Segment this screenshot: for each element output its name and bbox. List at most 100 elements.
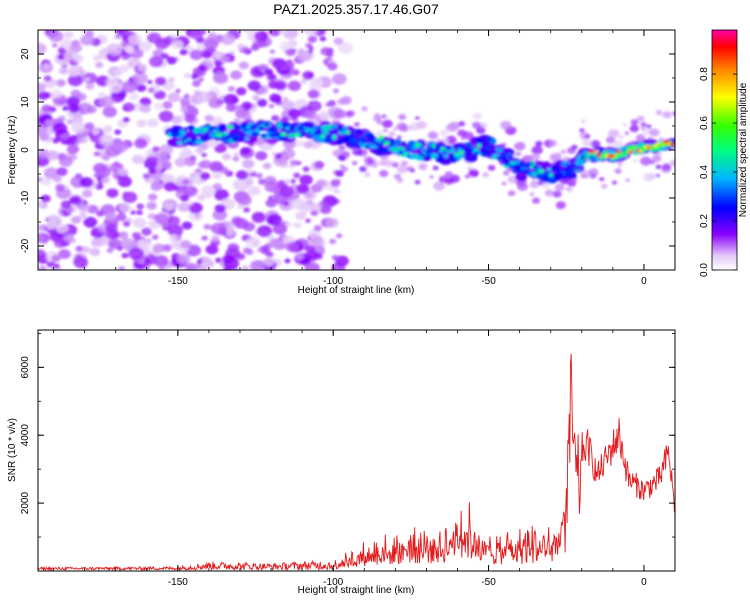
spectrogram-cell: [188, 202, 203, 214]
spectrogram-cell: [398, 150, 404, 155]
spectrogram-cell: [542, 181, 551, 188]
spectrogram-cell: [101, 176, 111, 184]
spectrogram-cell: [121, 80, 138, 93]
spectrogram-cell: [221, 132, 229, 137]
spectrogram-cell: [106, 43, 122, 56]
y-tick-label: -20: [20, 238, 31, 253]
spectrogram-cell: [154, 213, 169, 224]
spectrogram-cell: [295, 253, 305, 260]
spectrogram-cell: [189, 49, 204, 60]
spectrogram-cell: [175, 88, 181, 93]
spectrogram-cell: [281, 100, 295, 111]
spectrogram-cell: [296, 50, 312, 62]
spectrogram-cell: [479, 149, 485, 154]
spectrogram-cell: [418, 163, 428, 171]
spectrogram-cell: [293, 222, 302, 229]
spectrogram-cell: [562, 167, 570, 172]
spectrogram-cell: [93, 54, 102, 62]
spectrogram-cell: [179, 130, 186, 135]
spectrogram-cell: [330, 179, 341, 187]
y-tick-label: 10: [20, 96, 31, 108]
spectrogram-cell: [96, 210, 105, 217]
spectrogram-cell: [516, 182, 529, 191]
spectrogram-cell: [532, 164, 538, 169]
spectrogram-cell: [106, 247, 114, 253]
spectrogram-cell: [77, 102, 93, 115]
spectrogram-cell: [458, 121, 466, 127]
spectrogram-cell: [309, 124, 314, 129]
spectrogram-cell: [379, 159, 387, 166]
spectrogram-cell: [211, 235, 220, 242]
spectrogram-cell: [44, 119, 53, 126]
spectrogram-cell: [121, 252, 129, 259]
spectrogram-cell: [489, 149, 497, 154]
spectrogram-cell: [452, 158, 457, 163]
spectrogram-cell: [179, 97, 191, 105]
spectrogram-cell: [288, 126, 296, 131]
spectrogram-cell: [326, 51, 334, 58]
spectrogram-cell: [269, 238, 281, 248]
spectrogram-cell: [196, 259, 203, 265]
spectrogram-cell: [649, 128, 660, 137]
spectrogram-cell: [332, 88, 340, 94]
spectrogram-cell: [50, 89, 62, 99]
spectrogram-cell: [162, 81, 175, 91]
spectrogram-cell: [41, 104, 52, 113]
spectrogram-cell: [590, 140, 601, 148]
spectrogram-cell: [105, 223, 118, 234]
spectrogram-cell: [203, 223, 211, 230]
x-tick-label: -100: [323, 276, 343, 287]
spectrogram-cell: [580, 173, 588, 179]
spectrogram-cell: [353, 122, 360, 127]
spectrogram-cell: [245, 236, 261, 248]
spectrogram-cell: [633, 159, 638, 163]
spectrogram-cell: [437, 153, 443, 158]
spectrogram-cell: [139, 97, 152, 107]
spectrogram-cell: [383, 141, 391, 146]
spectrogram-cell: [71, 215, 82, 224]
spectrogram-cell: [38, 154, 50, 167]
spectrogram-cell: [176, 253, 191, 264]
spectrogram-cell: [464, 174, 471, 179]
spectrogram-cell: [365, 133, 375, 140]
spectrogram-cell: [325, 217, 339, 228]
spectrogram-cell: [366, 158, 375, 165]
spectrogram-cell: [153, 102, 164, 111]
spectrogram-cell: [152, 146, 161, 153]
snr-plot: -150 -100 -50 0 2000 4000 6000 Height of stra…: [7, 329, 676, 596]
spectrogram-cell: [398, 114, 407, 121]
spectrogram-cell: [331, 134, 336, 139]
spectrogram-cell: [57, 47, 67, 55]
spectrogram-cell: [241, 265, 250, 270]
spectrogram-cell: [159, 144, 174, 155]
spectrogram-cell: [38, 233, 45, 243]
spectrogram-cell: [59, 156, 73, 167]
spectrogram-cell: [136, 209, 143, 216]
spectrogram-cell: [48, 30, 64, 43]
spectrogram-cell: [514, 141, 526, 151]
spectrogram-cell: [75, 254, 84, 261]
spectrogram-cell: [471, 155, 477, 160]
spectrogram-cell: [420, 147, 426, 152]
spectrogram-cell: [424, 149, 433, 156]
spectrogram-cell: [439, 178, 444, 182]
spectrogram-cell: [613, 154, 619, 159]
spectrogram-cell: [567, 187, 574, 193]
spectrogram-cell: [320, 134, 326, 139]
spectrogram-cell: [531, 197, 541, 204]
spectrogram-cell: [396, 135, 402, 140]
spectrogram-cell: [233, 152, 239, 157]
spectrogram-cell: [118, 231, 129, 240]
spectrogram-cell: [245, 179, 254, 186]
spectrogram-cell: [97, 91, 106, 99]
spectrogram-cell: [238, 136, 245, 141]
colorbar-tick-label: 0.4: [699, 165, 710, 179]
spectrogram-cell: [378, 135, 384, 140]
spectrogram-cell: [304, 110, 317, 120]
spectrogram-cell: [494, 147, 503, 153]
spectrogram-cell: [305, 42, 313, 49]
spectrogram-cell: [669, 142, 675, 147]
spectrogram-cell: [209, 132, 218, 139]
spectrogram-cell: [96, 166, 112, 178]
spectrogram-cell: [282, 96, 288, 102]
